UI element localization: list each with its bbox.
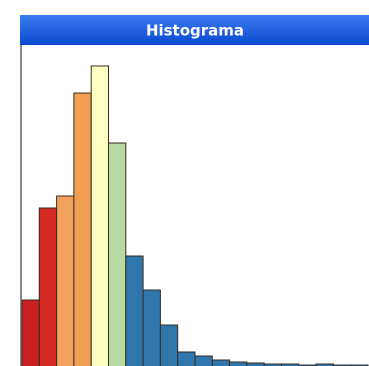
plot-area <box>21 65 369 366</box>
bar <box>73 92 92 366</box>
title-bar <box>20 15 369 45</box>
bar <box>194 355 213 366</box>
bar <box>21 299 40 366</box>
bar <box>125 255 144 366</box>
chart-title: Histograma <box>146 22 244 40</box>
bar <box>142 289 161 366</box>
bar <box>108 142 127 366</box>
bar <box>38 207 58 366</box>
bar <box>211 359 231 366</box>
bar <box>90 65 109 366</box>
bar <box>159 324 179 366</box>
bar <box>56 195 75 366</box>
bar <box>177 351 196 366</box>
bar <box>229 361 248 366</box>
